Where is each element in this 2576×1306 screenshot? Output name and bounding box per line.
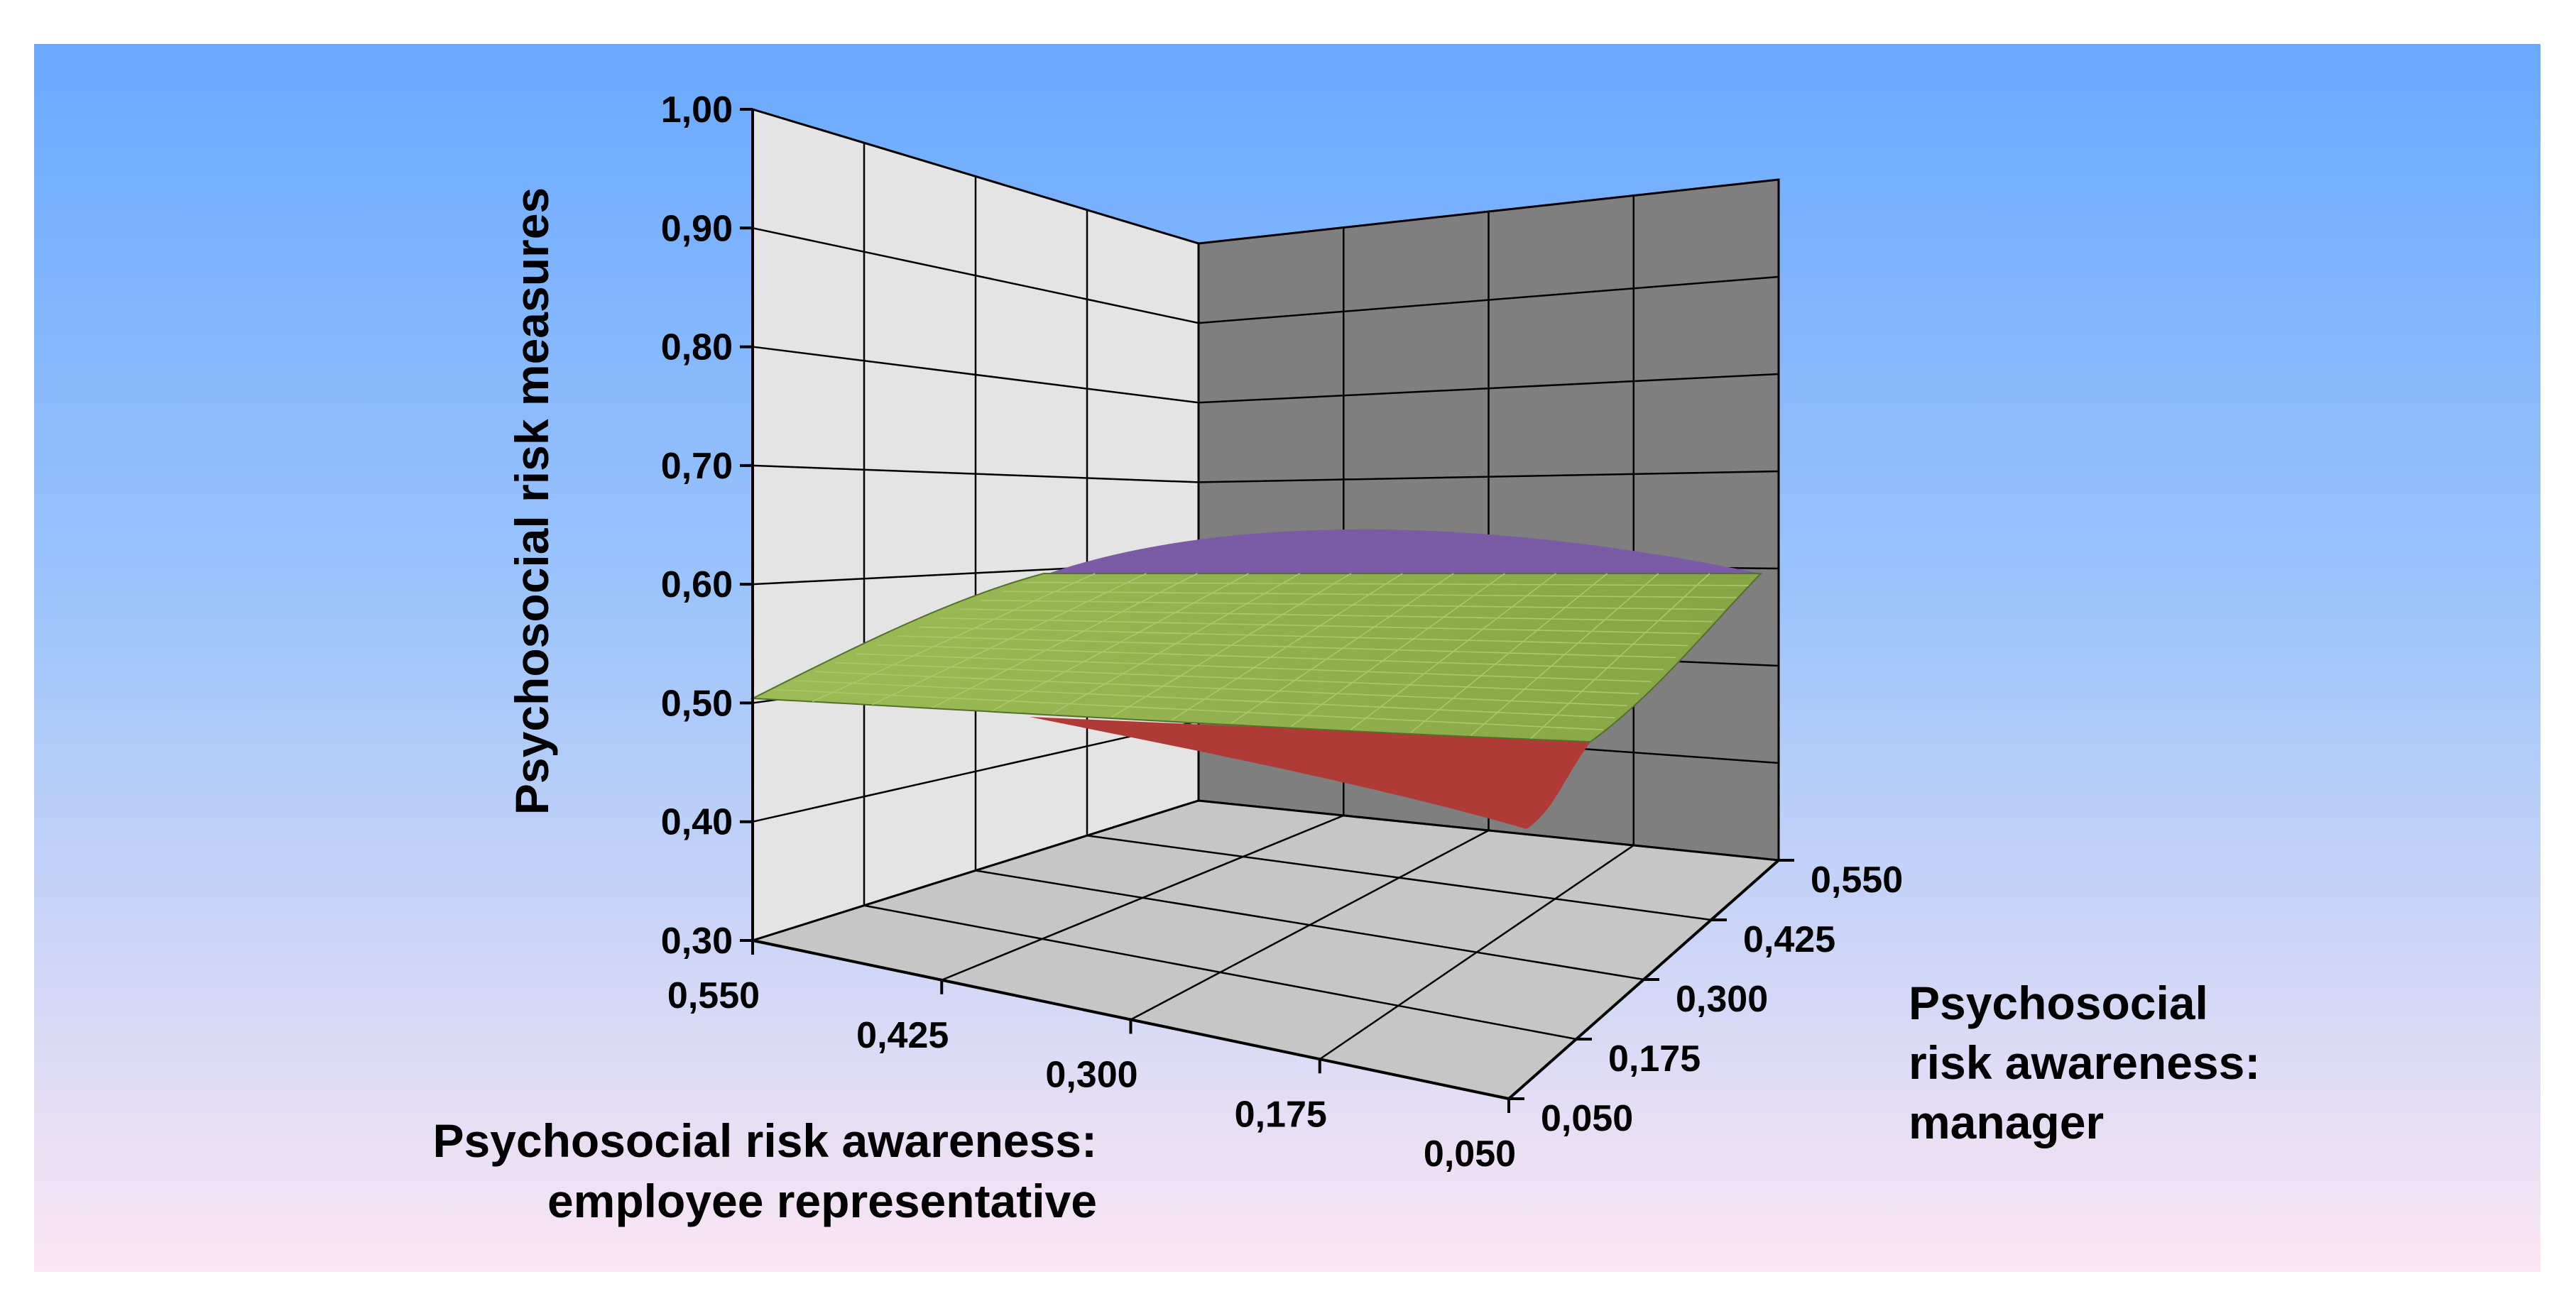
surface-mesh-line	[1230, 573, 1454, 724]
surface-mesh-line	[1022, 581, 1749, 586]
z-axis-ticks: 1,00 0,90 0,80 0,70 0,60 0,50 0,40 0,30	[661, 89, 753, 962]
surface-mesh-line	[1530, 573, 1710, 740]
z-tick-label: 1,00	[661, 89, 733, 131]
grid-line-z	[752, 464, 1779, 483]
grid-line-floor	[1319, 844, 1634, 1060]
surface	[750, 529, 1763, 829]
x-axis-title-line2: employee representative	[547, 1175, 1097, 1227]
surface-low-underside	[1030, 717, 1590, 829]
y-tick-label: 0,425	[1743, 919, 1835, 960]
grid-line-z	[752, 799, 1779, 942]
x-tick-label: 0,300	[1045, 1055, 1137, 1096]
x-axis-ticks: 0,550 0,425 0,300 0,175 0,050	[667, 940, 1516, 1175]
y-tick-label: 0,175	[1608, 1038, 1701, 1080]
y-tick-label: 0,050	[1541, 1098, 1633, 1139]
z-tick-label: 0,80	[661, 327, 733, 368]
grid-line-floor	[975, 869, 1644, 981]
surface-mesh	[773, 573, 1749, 740]
y-axis-title-line2: risk awareness:	[1909, 1036, 2260, 1089]
surface-mesh-line	[1291, 573, 1505, 727]
surface-mesh-line	[939, 618, 1701, 635]
surface-peak-underside	[1044, 529, 1761, 575]
x-tick-label: 0,550	[667, 975, 760, 1016]
x-tick-label: 0,425	[856, 1015, 949, 1056]
y-axis-ticks: 0,050 0,175 0,300 0,425 0,550	[1509, 859, 1903, 1139]
z-axis-title: Psychosocial risk measures	[506, 187, 558, 815]
x-tick-label: 0,050	[1424, 1134, 1516, 1175]
grid-line-z	[752, 108, 1779, 245]
x-tick-label: 0,175	[1235, 1094, 1327, 1135]
y-tick-label: 0,550	[1811, 860, 1903, 901]
surface-mesh-line	[1002, 591, 1737, 598]
z-tick-label: 0,50	[661, 683, 733, 724]
z-tick-label: 0,60	[661, 564, 733, 605]
surface-mesh-line	[919, 626, 1688, 647]
z-tick-label: 0,40	[661, 802, 733, 843]
z-tick-label: 0,30	[661, 921, 733, 962]
y-tick-label: 0,300	[1676, 979, 1768, 1020]
y-axis-title-line1: Psychosocial	[1909, 977, 2208, 1029]
grid-line-floor	[1086, 835, 1712, 921]
z-tick-label: 0,90	[661, 208, 733, 249]
surface-mesh-line	[960, 608, 1713, 622]
surface-mesh-line	[1410, 573, 1608, 733]
surface-mesh-line	[897, 635, 1676, 659]
y-axis-title-line3: manager	[1909, 1096, 2104, 1148]
surface-mesh-line	[1470, 573, 1659, 736]
x-axis-title-line1: Psychosocial risk awareness:	[432, 1114, 1097, 1167]
grid-line-z	[752, 346, 1779, 404]
surface-mesh-line	[981, 599, 1725, 610]
surface-mesh-line	[1350, 573, 1556, 730]
z-tick-label: 0,70	[661, 446, 733, 487]
grid-line-z	[752, 227, 1779, 324]
surface-top	[750, 573, 1763, 743]
